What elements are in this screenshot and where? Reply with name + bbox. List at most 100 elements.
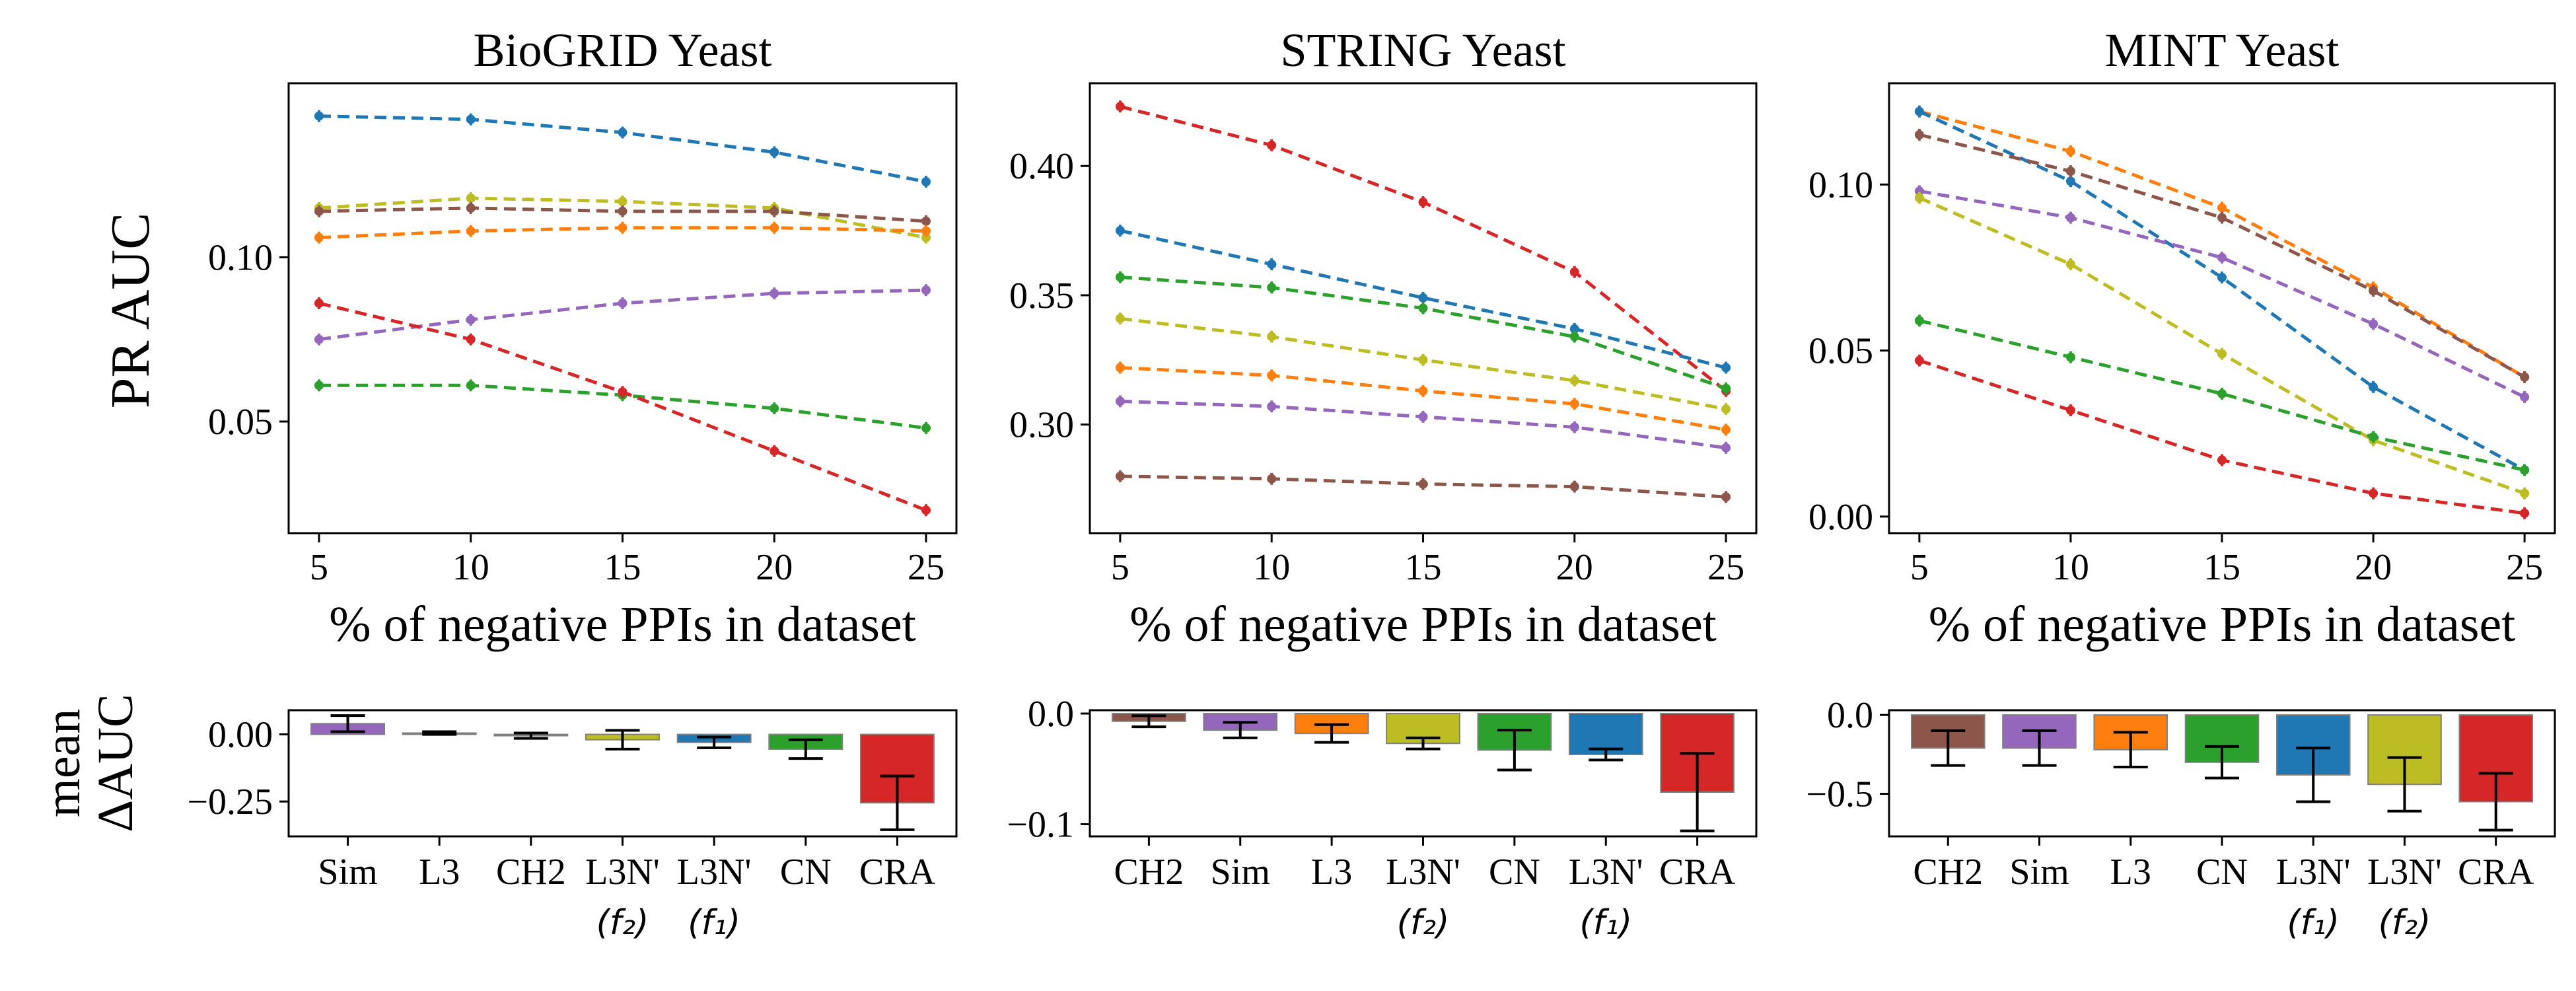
data-point (1267, 402, 1277, 412)
series-line (1120, 104, 1727, 392)
data-point (466, 114, 476, 124)
data-point (314, 334, 324, 344)
data-point (1115, 471, 1125, 481)
data-point (1267, 371, 1277, 381)
data-point (921, 226, 931, 236)
y-tick-label: −0.1 (1007, 805, 1074, 846)
series-line (1919, 110, 2526, 379)
data-point (921, 423, 931, 433)
category-sublabel: (f₁) (2287, 903, 2340, 943)
y-tick-label: 0.10 (1808, 165, 1873, 205)
y-tick-label: 0.30 (1009, 405, 1074, 446)
category-label: Sim (318, 852, 377, 893)
x-tick-label: 25 (908, 547, 945, 588)
data-point (1721, 363, 1731, 373)
y-tick-label: 0.05 (208, 402, 273, 443)
data-point (466, 381, 476, 390)
category-label: CH2 (1913, 852, 1983, 893)
bottom-y-axis-label-line2: ΔAUC (88, 694, 143, 832)
data-point (2369, 488, 2379, 498)
y-tick-label: −0.5 (1806, 774, 1873, 815)
data-point (2065, 176, 2075, 186)
data-point (2065, 213, 2075, 223)
data-point (1418, 303, 1428, 313)
category-sublabel: (f₂) (1397, 903, 1450, 943)
data-point (1914, 193, 1924, 203)
category-label: L3N' (677, 852, 752, 893)
category-sublabel: (f₁) (1579, 903, 1632, 943)
x-tick-label: 5 (310, 547, 328, 588)
x-tick-label: 15 (1405, 547, 1442, 588)
data-point (2520, 465, 2530, 475)
string-line-chart: STRING Yeast 5 10 15 20 25 0.30 0.35 0.40 % of ne… (1009, 24, 1758, 652)
data-point (1115, 102, 1125, 112)
category-label: L3 (2110, 852, 2151, 893)
x-axis-label: % of negative PPIs in dataset (329, 597, 916, 652)
biogrid-bar-chart: Sim L3 CH2 L3N' (f₂) L3N' (f₁) CN CRA 0.00 −0.25 (187, 709, 958, 943)
category-label: L3N' (2367, 852, 2442, 893)
data-point (1569, 399, 1579, 409)
data-point (1569, 482, 1579, 492)
y-tick-label: −0.25 (187, 782, 273, 823)
x-tick-label: 10 (2052, 547, 2089, 588)
data-point (1914, 186, 1924, 196)
data-point (921, 216, 931, 226)
data-point (1569, 376, 1579, 386)
data-point (1115, 226, 1125, 236)
category-label: Sim (2009, 852, 2069, 893)
x-tick-label: 10 (452, 547, 489, 588)
bottom-y-axis-label-line1: mean (35, 709, 90, 818)
category-label: L3N' (585, 852, 660, 893)
category-label: CRA (859, 852, 936, 893)
data-point (1418, 198, 1428, 207)
data-point (1418, 412, 1428, 422)
series-line (318, 114, 927, 184)
data-point (1569, 324, 1579, 334)
series-line (1120, 399, 1727, 450)
series-line (1120, 229, 1727, 369)
top-y-axis-label: PR AUC (100, 213, 161, 408)
x-tick-label: 5 (1111, 547, 1129, 588)
data-point (2217, 213, 2227, 223)
series-line (318, 301, 927, 512)
data-point (1418, 386, 1428, 396)
data-point (1914, 106, 1924, 116)
y-tick-label: 0.0 (1028, 694, 1074, 735)
y-tick-label: 0.05 (1808, 331, 1873, 372)
x-tick-label: 5 (1910, 547, 1929, 588)
data-point (769, 206, 779, 216)
data-point (1267, 332, 1277, 342)
series-line (1918, 196, 2525, 495)
y-tick-label: 0.10 (208, 237, 273, 278)
data-point (2369, 382, 2379, 392)
data-point (2065, 352, 2075, 362)
chart-title: BioGRID Yeast (473, 24, 771, 77)
data-point (618, 387, 627, 397)
data-point (2217, 388, 2227, 398)
data-point (921, 505, 931, 515)
category-label: L3N' (1569, 852, 1643, 893)
data-point (2065, 406, 2075, 416)
category-label: L3 (1311, 852, 1352, 893)
data-point (1115, 363, 1125, 373)
data-point (1418, 479, 1428, 489)
data-point (314, 206, 324, 216)
category-sublabel: (f₂) (596, 903, 649, 943)
data-point (618, 206, 627, 216)
category-label: L3 (419, 852, 460, 893)
x-axis-label: % of negative PPIs in dataset (1129, 597, 1717, 652)
data-point (1914, 316, 1924, 326)
data-point (1569, 267, 1579, 277)
data-point (1569, 332, 1579, 342)
x-axis-label: % of negative PPIs in dataset (1929, 597, 2516, 652)
chart-title: STRING Yeast (1280, 24, 1565, 77)
data-point (1721, 425, 1731, 435)
x-tick-label: 25 (2506, 547, 2543, 588)
data-point (1418, 355, 1428, 365)
data-point (1569, 422, 1579, 432)
data-point (769, 404, 779, 414)
y-tick-label: 0.00 (208, 715, 273, 756)
category-label: Sim (1211, 852, 1270, 893)
category-label: CN (780, 852, 832, 893)
